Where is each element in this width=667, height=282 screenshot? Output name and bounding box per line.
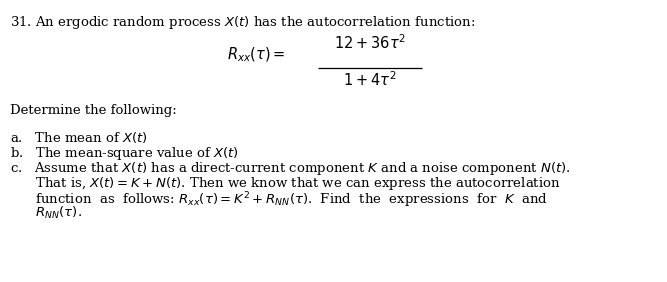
Text: That is, $X(t) = K + N(t)$. Then we know that we can express the autocorrelation: That is, $X(t) = K + N(t)$. Then we know…: [10, 175, 561, 192]
Text: function  as  follows: $R_{xx}(\tau) = K^2 + R_{NN}(\tau)$.  Find  the  expressi: function as follows: $R_{xx}(\tau) = K^2…: [10, 190, 548, 210]
Text: b.   The mean-square value of $X(t)$: b. The mean-square value of $X(t)$: [10, 145, 239, 162]
Text: $1 + 4\tau^2$: $1 + 4\tau^2$: [344, 70, 397, 89]
Text: Determine the following:: Determine the following:: [10, 104, 177, 117]
Text: c.   Assume that $X(t)$ has a direct-current component $K$ and a noise component: c. Assume that $X(t)$ has a direct-curre…: [10, 160, 571, 177]
Text: 31. An ergodic random process $X(t)$ has the autocorrelation function:: 31. An ergodic random process $X(t)$ has…: [10, 14, 476, 31]
Text: $R_{NN}(\tau)$.: $R_{NN}(\tau)$.: [10, 205, 82, 221]
Text: $R_{xx}(\tau) = $: $R_{xx}(\tau) = $: [227, 46, 285, 64]
Text: a.   The mean of $X(t)$: a. The mean of $X(t)$: [10, 130, 148, 145]
Text: $12 + 36\tau^2$: $12 + 36\tau^2$: [334, 33, 406, 52]
